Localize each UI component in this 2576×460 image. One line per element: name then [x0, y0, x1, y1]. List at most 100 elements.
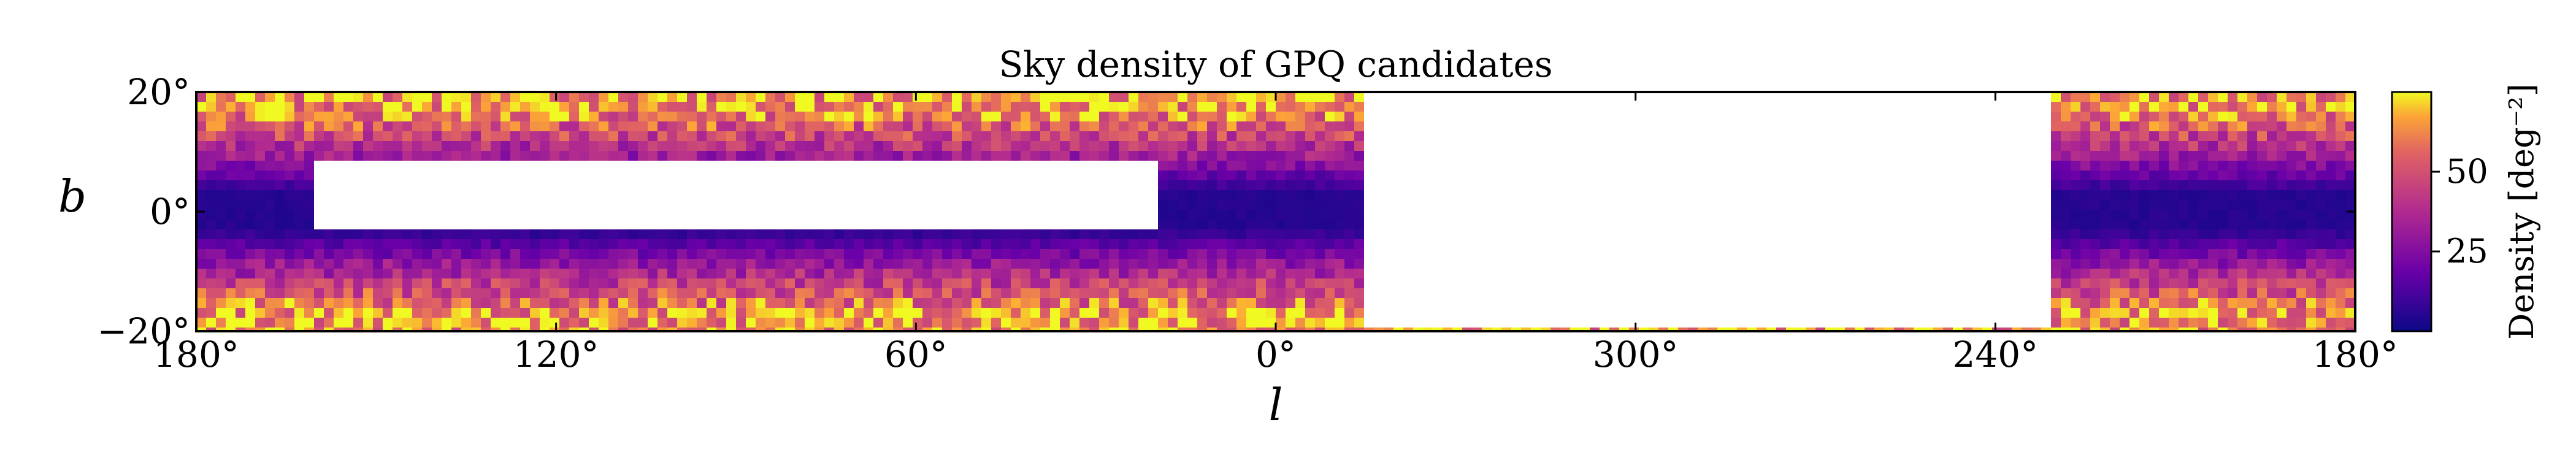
density-cell — [569, 308, 579, 318]
density-cell — [402, 308, 412, 318]
density-cell — [1158, 308, 1168, 318]
density-cell — [1158, 278, 1168, 288]
density-cell — [236, 190, 245, 200]
density-cell — [500, 229, 510, 239]
density-cell — [1335, 180, 1344, 190]
density-cell — [1011, 141, 1021, 151]
density-cell — [471, 92, 481, 102]
density-cell — [932, 259, 942, 269]
density-cell — [520, 249, 530, 259]
density-cell — [1178, 249, 1187, 259]
density-cell — [500, 92, 510, 102]
density-cell — [2179, 328, 2188, 331]
density-cell — [412, 288, 422, 298]
density-cell — [2120, 210, 2129, 220]
density-cell — [834, 131, 844, 141]
density-cell — [962, 308, 972, 318]
density-cell — [559, 288, 569, 298]
density-cell — [972, 141, 981, 151]
density-cell — [2198, 259, 2208, 269]
density-cell — [285, 288, 294, 298]
density-cell — [873, 249, 883, 259]
density-cell — [1001, 141, 1011, 151]
density-cell — [1021, 131, 1030, 141]
density-cell — [608, 249, 618, 259]
density-cell — [1050, 112, 1060, 121]
x-axis-ticks: 180° 120° 60° 0° 300° 240° 180° — [153, 92, 2398, 375]
density-cell — [1148, 269, 1158, 278]
density-cell — [2149, 161, 2159, 171]
density-cell — [2159, 180, 2169, 190]
density-cell — [2051, 259, 2061, 269]
density-cell — [1207, 131, 1217, 141]
density-cell — [1197, 121, 1207, 131]
density-cell — [1217, 131, 1227, 141]
density-cell — [294, 131, 304, 141]
density-cell — [844, 298, 854, 308]
density-cell — [913, 121, 922, 131]
density-cell — [913, 278, 922, 288]
density-cell — [422, 121, 432, 131]
density-cell — [638, 308, 648, 318]
density-cell — [913, 239, 922, 249]
density-cell — [569, 318, 579, 328]
density-cell — [2080, 210, 2090, 220]
density-cell — [1207, 190, 1217, 200]
density-cell — [1462, 328, 1472, 331]
density-cell — [1050, 151, 1060, 161]
density-cell — [2159, 102, 2169, 112]
density-cell — [2287, 239, 2296, 249]
density-cell — [2208, 92, 2218, 102]
density-cell — [2296, 190, 2306, 200]
density-cell — [2257, 190, 2267, 200]
density-cell — [2208, 220, 2218, 229]
density-cell — [2218, 259, 2228, 269]
density-cell — [2306, 121, 2316, 131]
density-cell — [707, 278, 716, 288]
density-cell — [559, 102, 569, 112]
density-cell — [432, 151, 442, 161]
density-cell — [1178, 318, 1187, 328]
density-cell — [1344, 259, 1354, 269]
density-cell — [2277, 92, 2287, 102]
density-cell — [2247, 318, 2257, 328]
density-cell — [618, 112, 628, 121]
density-cell — [383, 92, 393, 102]
density-cell — [2061, 161, 2071, 171]
density-cell — [805, 288, 815, 298]
density-cell — [824, 278, 834, 288]
density-cell — [2287, 298, 2296, 308]
density-cell — [1050, 249, 1060, 259]
density-cell — [383, 141, 393, 151]
density-cell — [481, 318, 491, 328]
density-cell — [550, 92, 559, 102]
density-cell — [363, 121, 373, 131]
density-cell — [1119, 288, 1129, 298]
density-cell — [422, 141, 432, 151]
density-cell — [1040, 308, 1050, 318]
density-cell — [608, 141, 618, 151]
density-cell — [1060, 121, 1070, 131]
density-cell — [746, 121, 756, 131]
density-cell — [1295, 220, 1305, 229]
density-cell — [1335, 210, 1344, 220]
density-cell — [2080, 190, 2090, 200]
density-cell — [1619, 328, 1629, 331]
density-cell — [1482, 328, 1492, 331]
density-cell — [618, 269, 628, 278]
density-cell — [638, 278, 648, 288]
density-cell — [1295, 171, 1305, 180]
density-cell — [962, 141, 972, 151]
density-cell — [697, 269, 707, 278]
density-cell — [2100, 102, 2110, 112]
density-cell — [1138, 141, 1148, 151]
density-cell — [402, 239, 412, 249]
density-cell — [2110, 190, 2120, 200]
density-cell — [1197, 318, 1207, 328]
density-cell — [765, 102, 775, 112]
density-cell — [795, 239, 805, 249]
density-cell — [1227, 92, 1236, 102]
density-cell — [226, 220, 236, 229]
density-cell — [2179, 161, 2188, 171]
density-cell — [1021, 151, 1030, 161]
